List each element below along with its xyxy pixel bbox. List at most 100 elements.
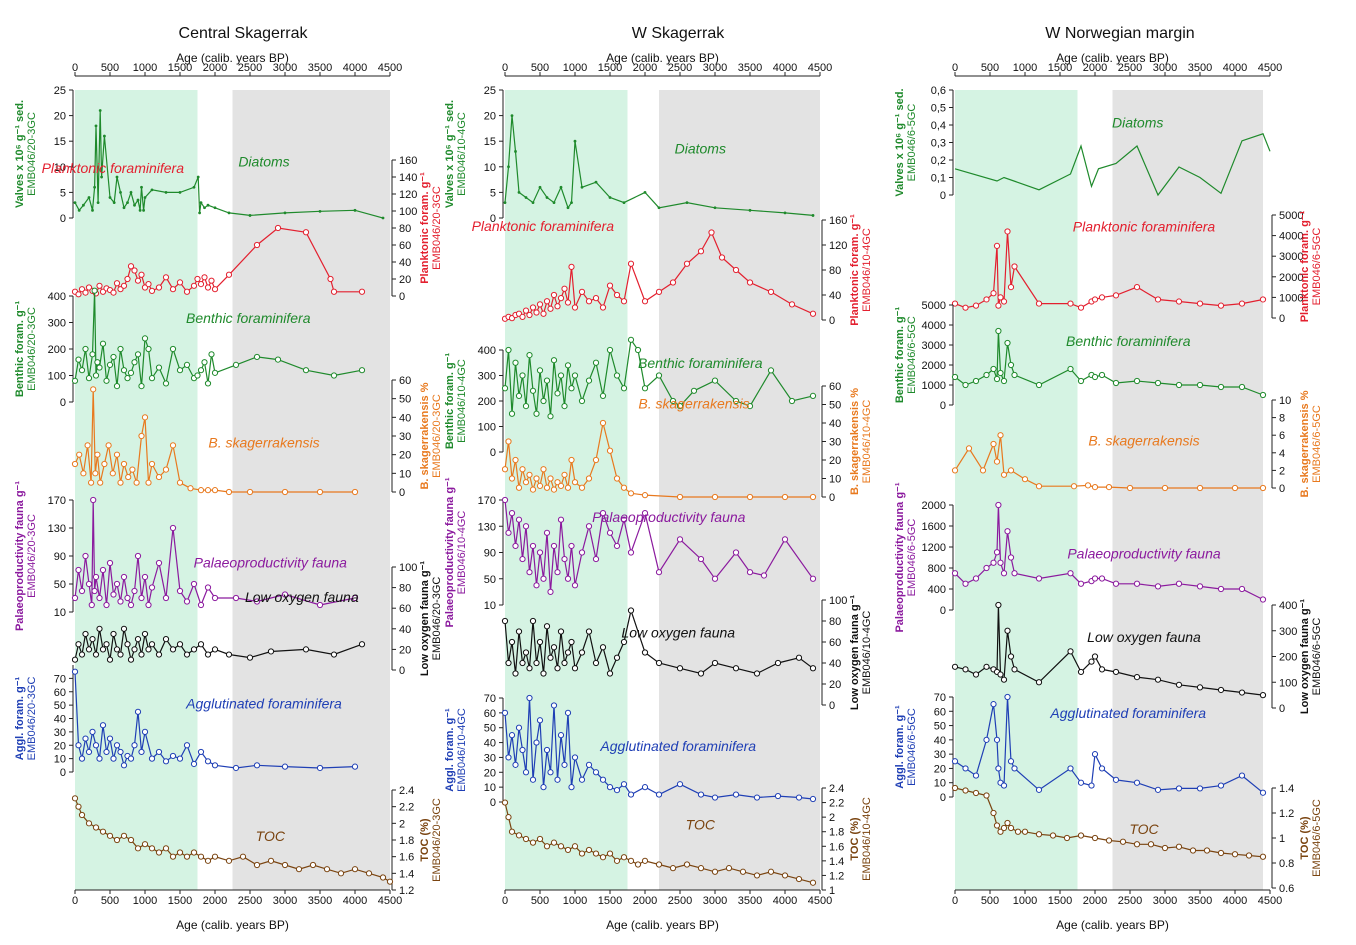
data-point xyxy=(127,656,135,663)
y-axis-title: Planktonic foram. g⁻¹ xyxy=(1299,210,1311,322)
data-point xyxy=(169,853,177,860)
y-tick-label: 100 xyxy=(48,371,66,383)
data-point xyxy=(993,549,1001,556)
y-axis-core-label: EMB046/6-5GC xyxy=(1311,405,1323,483)
y-axis-title: TOC (%) xyxy=(419,818,431,862)
y-tick-label: 50 xyxy=(54,700,66,712)
y-tick-label: 50 xyxy=(54,579,66,591)
series-b-skagerrakensis: 0 10 20 30 40 50 60 B. skagerrakensis % EMB046/2… xyxy=(71,375,443,499)
shaded-interval xyxy=(232,90,390,890)
series-label: Diatoms xyxy=(238,153,289,169)
data-point xyxy=(550,644,558,651)
data-point xyxy=(142,208,146,212)
data-point xyxy=(82,630,89,638)
data-point xyxy=(508,732,516,739)
data-point xyxy=(620,638,628,646)
data-point xyxy=(138,432,145,440)
y-tick-label: 20 xyxy=(829,455,841,467)
data-point xyxy=(1154,786,1162,793)
data-point xyxy=(592,659,600,667)
y-axis-core-label: EMB046/20-3GC xyxy=(431,798,443,882)
y-tick-label: 80 xyxy=(829,265,841,277)
data-point xyxy=(545,196,549,199)
data-point xyxy=(148,755,156,762)
y-tick-label: 400 xyxy=(1279,600,1297,612)
series-label: TOC xyxy=(686,817,716,833)
data-point xyxy=(106,832,114,839)
data-point xyxy=(1238,383,1246,391)
data-point xyxy=(557,516,565,523)
data-point xyxy=(239,853,247,860)
data-point xyxy=(1077,832,1085,839)
data-point xyxy=(201,274,208,281)
data-point xyxy=(89,636,96,643)
x-tick-label: 0 xyxy=(502,62,508,74)
y-axis-title: Planktonic foram. g⁻¹ xyxy=(849,214,861,326)
data-point xyxy=(708,229,715,236)
data-point xyxy=(1007,758,1015,765)
y-tick-label: 200 xyxy=(478,396,496,408)
data-point xyxy=(997,294,1004,301)
y-tick-label: 0,3 xyxy=(931,138,946,150)
data-point xyxy=(138,651,145,658)
data-point xyxy=(676,536,684,543)
data-point xyxy=(627,607,635,614)
y-axis-core-label: EMB046/6-5GC xyxy=(906,708,918,786)
data-point xyxy=(1035,679,1043,686)
data-point xyxy=(120,762,128,769)
data-point xyxy=(211,487,219,494)
data-point xyxy=(122,206,126,210)
data-point xyxy=(995,302,1002,309)
data-point xyxy=(655,659,663,667)
data-point xyxy=(508,475,516,482)
x-tick-label: 2000 xyxy=(633,62,657,74)
data-point xyxy=(302,367,310,374)
data-point xyxy=(187,485,194,492)
data-point xyxy=(169,442,177,449)
series-benthic-foraminifera: 0 100 200 300 400 Benthic foram. g⁻¹ EMB046/10… xyxy=(444,336,817,459)
data-point xyxy=(557,295,565,302)
x-tick-label: 4500 xyxy=(378,62,402,74)
data-point xyxy=(183,651,191,658)
data-point xyxy=(1000,824,1008,832)
x-tick-label: 4500 xyxy=(1258,62,1282,74)
data-point xyxy=(1217,686,1225,694)
y-tick-label: 10 xyxy=(1279,395,1291,407)
series-label: Palaeoproductivity fauna xyxy=(592,509,746,525)
data-point xyxy=(73,201,77,205)
data-point xyxy=(505,529,512,536)
data-point xyxy=(962,304,969,311)
data-point xyxy=(106,559,114,567)
x-tick-label: 1000 xyxy=(563,62,587,74)
data-point xyxy=(103,748,110,756)
data-point xyxy=(725,865,733,872)
y-tick-label: 10 xyxy=(829,474,841,486)
series-label: Palaeoproductivity fauna xyxy=(194,555,348,571)
data-point xyxy=(997,432,1004,439)
data-point xyxy=(316,488,324,496)
data-point xyxy=(113,646,121,653)
data-point xyxy=(568,456,575,464)
data-point xyxy=(753,872,761,879)
data-point xyxy=(531,201,535,205)
data-point xyxy=(732,266,740,274)
data-point xyxy=(1091,484,1099,491)
data-point xyxy=(1231,851,1239,858)
y-tick-label: 0 xyxy=(490,213,496,225)
data-point xyxy=(526,694,533,702)
data-point xyxy=(1011,371,1018,379)
data-point xyxy=(267,648,275,655)
y-tick-label: 10 xyxy=(54,607,66,619)
data-point xyxy=(536,717,544,724)
y-axis-title: Benthic foram. g⁻¹ xyxy=(444,353,456,450)
data-point xyxy=(526,665,533,672)
data-point xyxy=(501,709,509,716)
data-point xyxy=(1175,381,1183,389)
y-tick-label: 2 xyxy=(829,812,835,824)
data-point xyxy=(120,460,128,468)
data-point xyxy=(76,451,83,458)
series-planktonic-foraminifera: 0 40 80 120 160 Planktonic foram. g⁻¹ EMB046/1… xyxy=(472,214,873,327)
data-point xyxy=(99,722,107,729)
data-point xyxy=(538,185,542,189)
data-point xyxy=(246,654,254,661)
